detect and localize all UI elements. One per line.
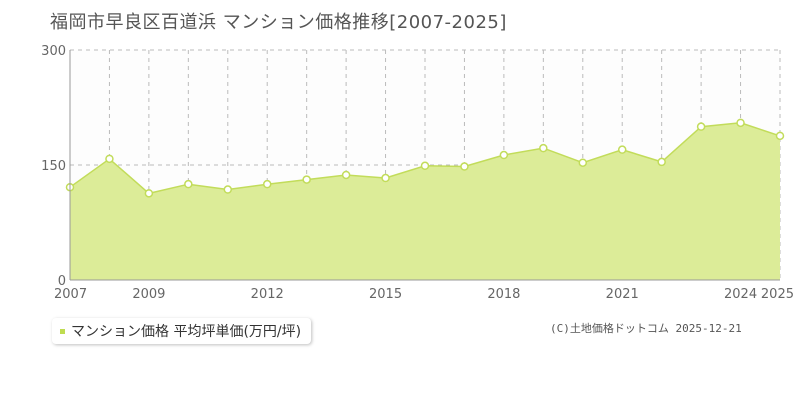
x-tick-label: 2024 [724,287,757,302]
data-point [539,143,548,153]
y-tick-label: 0 [58,274,66,289]
legend-marker [60,328,65,334]
chart-title: 福岡市早良区百道浜 マンション価格推移[2007-2025] [50,12,507,33]
x-tick-label: 2007 [54,287,87,302]
area-fill [70,122,780,280]
credit-text: (C)土地価格ドットコム 2025-12-21 [550,322,742,335]
data-point [657,157,666,167]
axes [69,50,780,281]
tick-labels: 0 150 300 2007 2009 2012 2015 2018 2021 2024 2025 [41,44,794,302]
data-point [105,154,114,164]
data-point [578,158,588,167]
data-point [302,175,311,184]
data-point [499,150,509,160]
data-point [696,122,706,131]
data-point [381,173,390,183]
data-point [184,179,193,189]
data-point [341,170,351,180]
data-point [223,185,233,194]
data-point [262,179,272,189]
y-tick-label: 150 [41,159,66,174]
data-point [460,162,469,171]
data-point [775,131,785,141]
legend-label: マンション価格 平均坪単価(万円/坪) [71,324,302,340]
data-point [144,189,154,198]
x-tick-label: 2021 [606,287,639,302]
x-tick-label: 2015 [369,287,402,302]
data-point [420,161,430,171]
data-point [617,145,627,154]
y-tick-label: 300 [41,44,66,59]
legend: マンション価格 平均坪単価(万円/坪) [52,318,312,344]
x-tick-label: 2012 [251,287,284,302]
x-tick-label: 2025 [761,287,794,302]
data-point [736,118,745,128]
x-tick-label: 2009 [132,287,165,302]
x-tick-label: 2018 [487,287,520,302]
